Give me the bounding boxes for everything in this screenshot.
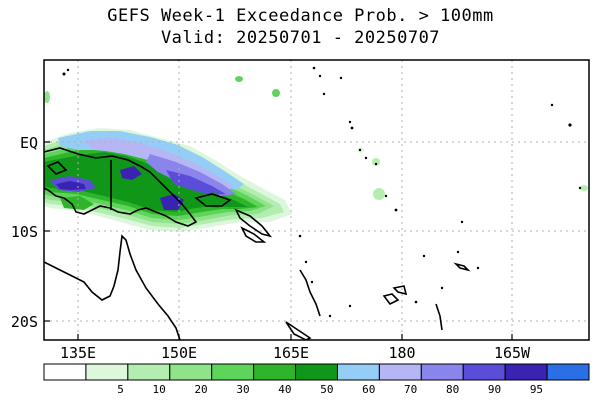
- colorbar-bin-0: [43, 363, 87, 381]
- colorbar-bin-4: [211, 363, 255, 381]
- coast-solomons-2: [240, 226, 267, 243]
- colorbar-bin-2: [127, 363, 171, 381]
- prob-contour-95-b: [120, 166, 142, 180]
- coast-vanuatu: [299, 269, 321, 317]
- colorbar-label-7: 60: [362, 383, 375, 396]
- prob-blob-east-1: [372, 158, 380, 166]
- prob-contour-green-patch: [60, 196, 94, 210]
- coast-new-britain: [194, 193, 232, 207]
- colorbar-label-3: 20: [194, 383, 207, 396]
- prob-blob-west: [44, 91, 50, 103]
- colorbar-label-9: 80: [446, 383, 459, 396]
- map-subtitle: Valid: 20250701 - 20250707: [160, 28, 441, 48]
- colorbar-bin-7: [336, 363, 380, 381]
- colorbar-label-5: 40: [278, 383, 291, 396]
- colorbar-bin-10: [462, 363, 506, 381]
- coast-australia-north: [44, 234, 181, 340]
- colorbar-label-6: 50: [320, 383, 333, 396]
- coast-tonga: [435, 303, 443, 331]
- colorbar-bin-6: [295, 363, 338, 381]
- coast-islands-west: [46, 161, 68, 175]
- lat-label-10s: 10S: [11, 223, 38, 241]
- prob-contour-90: [166, 170, 226, 195]
- colorbar-bin-12: [546, 363, 590, 381]
- coast-new-guinea: [44, 147, 198, 227]
- lat-label-20s: 20S: [11, 313, 38, 331]
- prob-contour-80: [146, 154, 236, 196]
- coast-samoa: [453, 262, 471, 272]
- colorbar-bin-3: [169, 363, 213, 381]
- prob-blob-north-2: [272, 89, 280, 97]
- axis-ticks: [44, 141, 513, 340]
- colorbar: 5 10 20 30 40 50 60 70 80 90 95: [43, 363, 590, 396]
- coastlines: [44, 147, 471, 340]
- lat-label-eq: EQ: [20, 134, 38, 152]
- colorbar-bin-5: [253, 363, 297, 381]
- map-frame: [43, 59, 590, 341]
- lon-label-165w: 165W: [494, 344, 531, 362]
- map-title: GEFS Week-1 Exceedance Prob. > 100mm: [107, 6, 494, 26]
- colorbar-bin-11: [504, 363, 548, 381]
- precip-probability-field: [44, 76, 588, 232]
- lon-label-150e: 150E: [161, 344, 197, 362]
- small-islands: [62, 66, 582, 318]
- colorbar-label-1: 5: [117, 383, 124, 396]
- prob-blob-east-4: [580, 185, 588, 191]
- lon-label-135e: 135E: [60, 344, 96, 362]
- colorbar-label-11: 95: [530, 383, 543, 396]
- lon-label-180: 180: [388, 344, 415, 362]
- lon-label-165e: 165E: [273, 344, 309, 362]
- prob-blob-north-1: [235, 76, 243, 82]
- colorbar-label-4: 30: [236, 383, 249, 396]
- coast-solomons-1: [234, 208, 273, 238]
- colorbar-label-8: 70: [404, 383, 417, 396]
- colorbar-label-2: 10: [153, 383, 166, 396]
- colorbar-bin-8: [378, 363, 422, 381]
- colorbar-bin-1: [85, 363, 129, 381]
- coast-new-caledonia: [285, 321, 312, 340]
- colorbar-bin-9: [420, 363, 464, 381]
- coast-fiji: [382, 285, 408, 306]
- prob-blob-east-2: [373, 188, 385, 200]
- prob-contour-95: [160, 194, 184, 210]
- colorbar-label-10: 90: [488, 383, 501, 396]
